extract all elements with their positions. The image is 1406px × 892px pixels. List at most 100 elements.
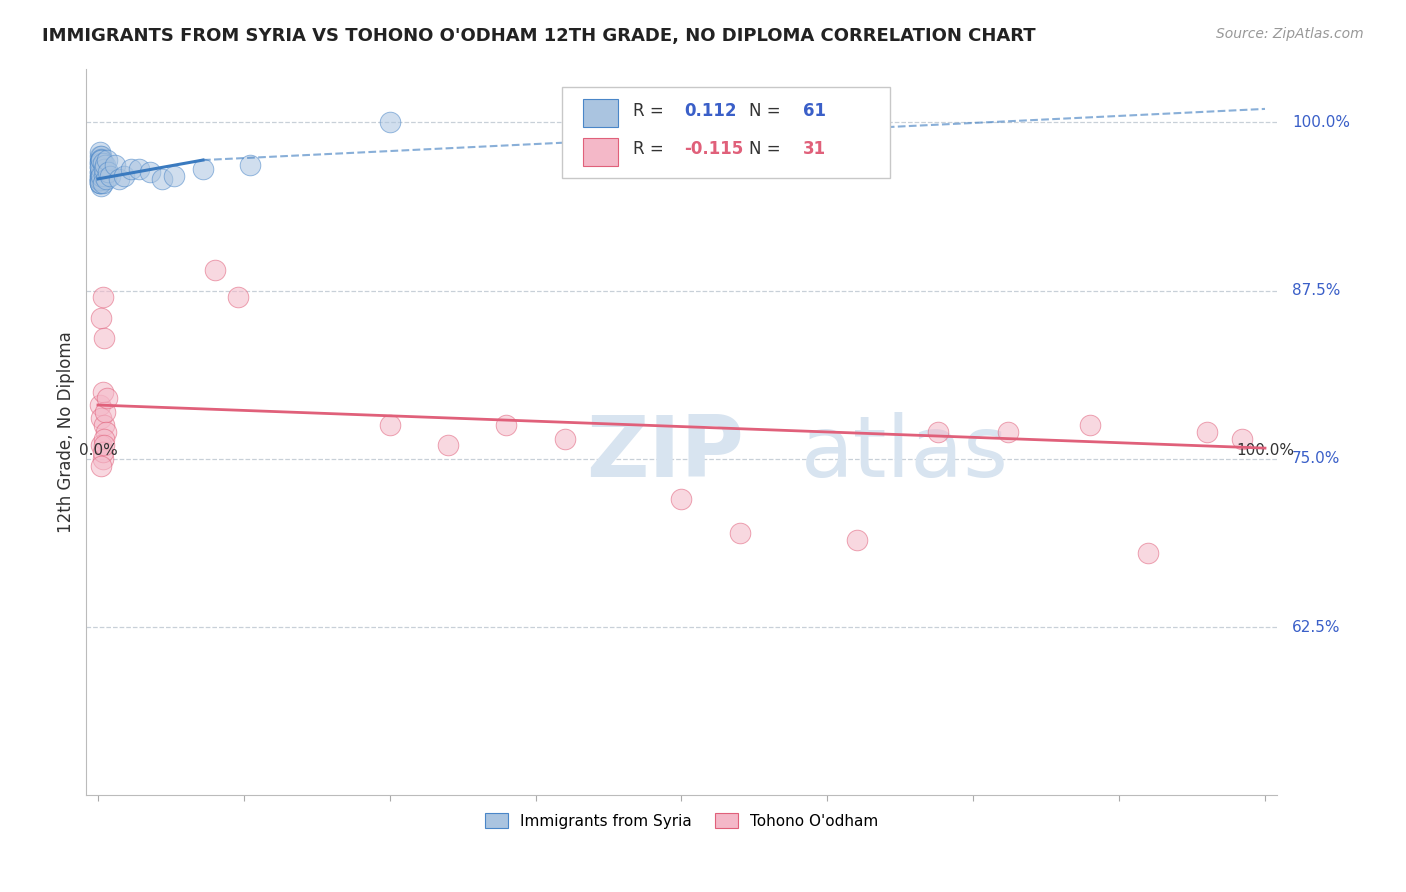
- Point: [93, 418, 115, 433]
- Text: 100.0%: 100.0%: [1236, 442, 1294, 458]
- Point: [91, 160, 114, 174]
- Point: [239, 158, 262, 172]
- Point: [1078, 418, 1101, 433]
- Point: [150, 172, 173, 186]
- Text: R =: R =: [633, 140, 669, 158]
- Point: [89, 172, 111, 186]
- Point: [90, 178, 112, 193]
- Point: [93, 162, 115, 177]
- Point: [90, 153, 112, 167]
- Text: 62.5%: 62.5%: [1292, 620, 1341, 634]
- Point: [89, 173, 111, 187]
- FancyBboxPatch shape: [562, 87, 890, 178]
- Text: ZIP: ZIP: [586, 412, 744, 495]
- Point: [90, 153, 112, 167]
- Text: 100.0%: 100.0%: [1292, 115, 1350, 130]
- Point: [671, 492, 693, 507]
- Point: [91, 165, 114, 179]
- Text: 75.0%: 75.0%: [1292, 451, 1340, 467]
- Point: [1195, 425, 1218, 439]
- Point: [139, 165, 162, 179]
- Text: 87.5%: 87.5%: [1292, 283, 1340, 298]
- Text: 61: 61: [803, 103, 825, 120]
- Point: [90, 152, 112, 166]
- Point: [91, 158, 114, 172]
- Text: 0.0%: 0.0%: [79, 442, 117, 458]
- Point: [90, 411, 112, 425]
- Point: [91, 290, 114, 304]
- Point: [89, 165, 111, 179]
- Point: [90, 167, 112, 181]
- Y-axis label: 12th Grade, No Diploma: 12th Grade, No Diploma: [58, 331, 75, 533]
- Point: [98, 169, 121, 184]
- Point: [90, 153, 112, 167]
- Point: [163, 169, 186, 184]
- Point: [997, 425, 1019, 439]
- Point: [90, 169, 112, 184]
- Text: -0.115: -0.115: [683, 140, 744, 158]
- Point: [495, 418, 517, 433]
- Point: [554, 432, 576, 446]
- Text: 31: 31: [803, 140, 825, 158]
- Point: [94, 158, 117, 172]
- Point: [90, 172, 112, 186]
- Text: IMMIGRANTS FROM SYRIA VS TOHONO O'ODHAM 12TH GRADE, NO DIPLOMA CORRELATION CHART: IMMIGRANTS FROM SYRIA VS TOHONO O'ODHAM …: [42, 27, 1036, 45]
- Point: [89, 145, 111, 159]
- Point: [191, 162, 214, 177]
- Point: [90, 438, 112, 452]
- Point: [378, 115, 401, 129]
- Point: [128, 162, 150, 177]
- Point: [89, 153, 111, 167]
- Point: [90, 172, 112, 186]
- Point: [91, 384, 114, 399]
- Text: 0.112: 0.112: [683, 103, 737, 120]
- Point: [97, 165, 120, 179]
- Point: [1230, 432, 1253, 446]
- Point: [437, 438, 460, 452]
- Point: [96, 392, 118, 406]
- Point: [91, 445, 114, 459]
- Point: [90, 158, 112, 172]
- Point: [93, 169, 115, 184]
- Point: [89, 173, 111, 187]
- Point: [89, 176, 111, 190]
- Point: [94, 172, 117, 186]
- Text: N =: N =: [749, 140, 786, 158]
- Point: [1137, 546, 1160, 560]
- Point: [90, 167, 112, 181]
- Point: [120, 162, 142, 177]
- Point: [94, 425, 117, 439]
- Point: [89, 160, 111, 174]
- Point: [89, 165, 111, 179]
- Point: [91, 155, 114, 169]
- Point: [204, 263, 226, 277]
- Text: R =: R =: [633, 103, 669, 120]
- Point: [89, 176, 111, 190]
- Point: [94, 405, 117, 419]
- Point: [91, 176, 114, 190]
- Point: [89, 160, 111, 174]
- Point: [927, 425, 949, 439]
- Point: [108, 172, 131, 186]
- Point: [90, 149, 112, 163]
- Point: [93, 331, 115, 345]
- Point: [89, 173, 111, 187]
- Point: [91, 451, 114, 466]
- Point: [89, 149, 111, 163]
- Legend: Immigrants from Syria, Tohono O'odham: Immigrants from Syria, Tohono O'odham: [479, 807, 884, 835]
- Point: [378, 418, 401, 433]
- Point: [90, 153, 112, 167]
- Point: [90, 169, 112, 184]
- Text: N =: N =: [749, 103, 786, 120]
- Point: [90, 162, 112, 177]
- Point: [96, 153, 118, 167]
- Point: [226, 290, 249, 304]
- Point: [90, 165, 112, 179]
- Point: [93, 438, 115, 452]
- Point: [845, 533, 868, 547]
- Point: [90, 162, 112, 177]
- Point: [89, 155, 111, 169]
- Point: [89, 169, 111, 184]
- Text: atlas: atlas: [800, 412, 1008, 495]
- Point: [112, 169, 135, 184]
